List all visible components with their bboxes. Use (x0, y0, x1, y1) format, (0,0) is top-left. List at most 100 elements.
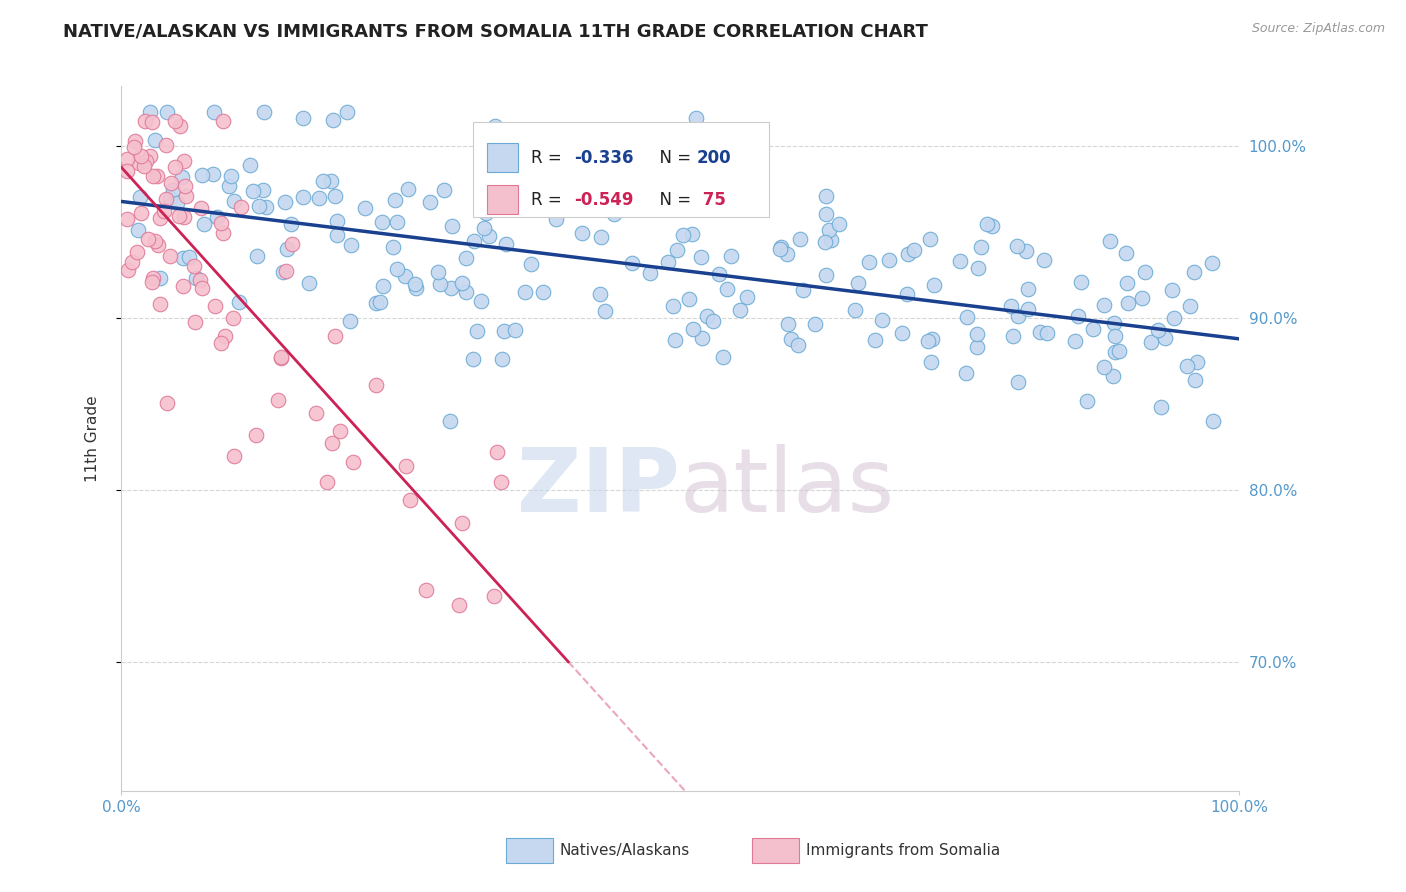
Point (778, 317, 800, 331)
Point (254, 200, 277, 214)
Point (720, 249, 742, 263)
Point (129, 190, 152, 204)
Point (955, 310, 977, 324)
Point (976, 217, 998, 231)
Point (132, 159, 155, 173)
Point (1000, 299, 1022, 313)
Point (115, 153, 138, 167)
Point (188, 273, 211, 287)
Point (174, 178, 197, 193)
Point (776, 247, 799, 261)
Point (325, 329, 347, 343)
Point (246, 250, 269, 264)
Point (1135, 265, 1157, 279)
Point (214, 328, 236, 343)
FancyBboxPatch shape (474, 121, 769, 217)
Point (918, 231, 941, 245)
Point (595, 304, 617, 318)
Point (768, 242, 790, 256)
Text: NATIVE/ALASKAN VS IMMIGRANTS FROM SOMALIA 11TH GRADE CORRELATION CHART: NATIVE/ALASKAN VS IMMIGRANTS FROM SOMALI… (63, 22, 928, 40)
Point (242, 185, 264, 199)
Point (689, 250, 711, 264)
Point (155, 137, 177, 152)
Point (211, 226, 233, 240)
Point (495, 237, 517, 252)
Point (519, 256, 541, 270)
Point (815, 188, 838, 202)
Point (139, 149, 162, 163)
Point (475, 206, 498, 220)
Point (149, 270, 172, 285)
Point (219, 169, 242, 184)
Point (162, 183, 184, 197)
Text: Source: ZipAtlas.com: Source: ZipAtlas.com (1251, 22, 1385, 36)
Text: ZIP: ZIP (517, 444, 681, 532)
Point (143, 234, 166, 248)
Point (682, 322, 704, 336)
Point (981, 219, 1004, 234)
Point (477, 229, 499, 244)
Point (578, 162, 600, 177)
Point (967, 260, 990, 275)
Point (1184, 373, 1206, 387)
Point (531, 285, 554, 299)
Point (160, 177, 183, 191)
Point (342, 455, 364, 469)
Point (163, 160, 186, 174)
Point (1147, 323, 1170, 337)
Point (172, 279, 194, 293)
Point (270, 351, 292, 365)
Point (1076, 394, 1098, 409)
Point (716, 282, 738, 296)
Point (666, 243, 689, 257)
Point (142, 169, 165, 184)
Point (792, 283, 814, 297)
Point (115, 163, 138, 178)
Point (404, 277, 426, 292)
Point (450, 516, 472, 531)
Text: Immigrants from Somalia: Immigrants from Somalia (806, 844, 1000, 858)
Point (129, 206, 152, 220)
Point (149, 297, 172, 311)
Point (877, 253, 900, 268)
Text: R =: R = (531, 149, 568, 167)
Point (472, 220, 495, 235)
Point (1017, 301, 1039, 316)
Text: R =: R = (531, 191, 568, 209)
Point (1014, 244, 1036, 258)
Point (177, 250, 200, 264)
Point (482, 589, 505, 603)
Point (128, 156, 150, 170)
Point (387, 261, 409, 276)
Point (921, 332, 943, 346)
Point (1064, 334, 1087, 348)
Point (681, 227, 703, 241)
Point (415, 583, 437, 598)
Point (439, 414, 461, 428)
Point (1092, 298, 1115, 312)
Point (155, 192, 177, 206)
Point (451, 276, 474, 290)
Point (218, 178, 240, 193)
Point (146, 169, 169, 183)
Point (678, 292, 700, 306)
Point (325, 228, 347, 243)
Text: N =: N = (648, 191, 696, 209)
Point (846, 277, 869, 291)
Point (146, 238, 169, 252)
Point (245, 427, 267, 442)
Point (321, 174, 343, 188)
Point (735, 290, 758, 304)
Point (484, 119, 506, 133)
Point (183, 259, 205, 273)
Point (1130, 291, 1153, 305)
Point (193, 217, 215, 231)
Point (405, 281, 427, 295)
Point (125, 244, 148, 259)
Point (209, 336, 232, 351)
Point (470, 294, 492, 309)
Point (922, 277, 945, 292)
Point (1118, 296, 1140, 310)
Point (1083, 322, 1105, 336)
Point (870, 313, 893, 327)
